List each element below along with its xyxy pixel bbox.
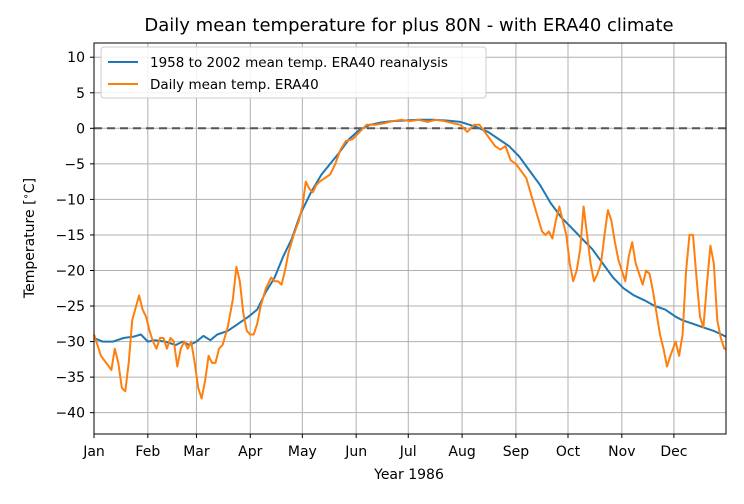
legend-box xyxy=(100,46,487,99)
x-tick-label: Sep xyxy=(503,444,530,460)
y-tick-label: −40 xyxy=(55,406,85,422)
y-tick-label: −20 xyxy=(55,263,85,279)
y-tick-label: −10 xyxy=(55,192,85,208)
x-tick-label: Dec xyxy=(660,444,687,460)
legend-label-daily: Daily mean temp. ERA40 xyxy=(150,77,319,93)
x-tick-label: Nov xyxy=(608,444,635,460)
y-tick-label: 10 xyxy=(67,50,85,66)
x-tick-label: Aug xyxy=(448,444,475,460)
legend-label-reanalysis: 1958 to 2002 mean temp. ERA40 reanalysis xyxy=(150,55,448,71)
x-tick-label: Jul xyxy=(399,444,417,460)
y-axis-ticks: 10 5 0 −5 −10 −15 −20 −25 −30 −35 −40 xyxy=(55,50,94,422)
y-tick-label: 5 xyxy=(76,86,85,102)
y-tick-label: −35 xyxy=(55,370,85,386)
series-line-daily xyxy=(93,118,726,400)
x-axis-title: Year 1986 xyxy=(373,467,444,483)
chart-title: Daily mean temperature for plus 80N - wi… xyxy=(144,15,673,36)
y-tick-label: −5 xyxy=(64,157,85,173)
y-tick-label: −30 xyxy=(55,335,85,351)
legend: 1958 to 2002 mean temp. ERA40 reanalysis… xyxy=(100,46,487,99)
x-tick-label: Apr xyxy=(238,444,262,460)
y-axis-title: Temperature [∘C] xyxy=(21,178,38,299)
x-tick-label: Oct xyxy=(556,444,581,460)
y-tick-label: 0 xyxy=(76,121,85,137)
x-tick-label: Mar xyxy=(183,444,210,460)
x-tick-label: Feb xyxy=(135,444,160,460)
y-tick-label: −25 xyxy=(55,299,85,315)
plot-frame xyxy=(93,42,727,435)
x-tick-label: Jun xyxy=(344,444,367,460)
x-axis-ticks: Jan Feb Mar Apr May Jun Jul Aug Sep Oct Nov Dec xyxy=(82,434,687,460)
x-tick-label: Jan xyxy=(82,444,105,460)
x-tick-label: May xyxy=(288,444,317,460)
y-tick-label: −15 xyxy=(55,228,85,244)
series-layer xyxy=(93,118,727,400)
